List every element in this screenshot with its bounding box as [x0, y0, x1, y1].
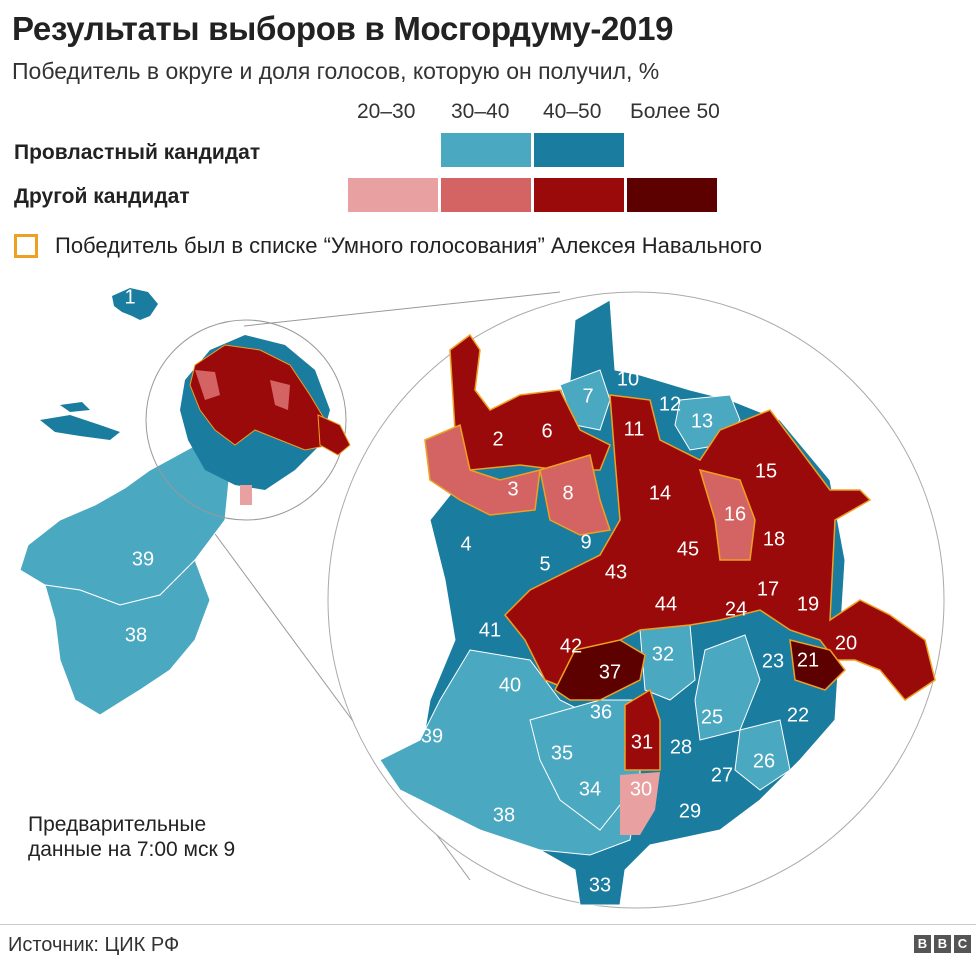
- legend-navalny-label: Победитель был в списке “Умного голосова…: [55, 233, 763, 258]
- zoom-connector-top: [243, 291, 561, 327]
- legend-range-3: 40–50: [543, 100, 602, 123]
- district-label-35: 35: [551, 742, 573, 764]
- zoom-district-16: [698, 468, 756, 561]
- district-label-31: 31: [631, 731, 653, 753]
- district-label-43: 43: [605, 561, 627, 583]
- district-label-14: 14: [649, 482, 671, 504]
- bbc-logo-letter-2: B: [934, 935, 951, 953]
- district-labels: 1 39 38 2 3 4 5 6 7 8 9 10 11 12 13 14 1…: [124, 286, 857, 896]
- district-label-22: 22: [787, 704, 809, 726]
- district-label-30: 30: [630, 778, 652, 800]
- district-label-28: 28: [670, 736, 692, 758]
- district-label-36: 36: [590, 701, 612, 723]
- preliminary-data-note: Предварительные данные на 7:00 мск 9: [28, 813, 236, 861]
- district-label-19: 19: [797, 593, 819, 615]
- district-label-44: 44: [655, 593, 677, 615]
- overview-label-1: 1: [124, 286, 135, 308]
- district-label-39: 39: [421, 725, 443, 747]
- legend-row-pro-label: Провластный кандидат: [14, 141, 261, 164]
- source-text: Источник: ЦИК РФ: [8, 934, 180, 956]
- overview-moscow-red: [189, 344, 331, 451]
- overview-moscow-east: [317, 414, 351, 456]
- district-label-13: 13: [691, 410, 713, 432]
- zoom-district-3: [424, 423, 541, 516]
- legend-row-other-label: Другой кандидат: [14, 185, 190, 208]
- overview-map: [19, 288, 351, 716]
- district-label-5: 5: [539, 553, 550, 575]
- district-label-8: 8: [562, 482, 573, 504]
- district-label-29: 29: [679, 800, 701, 822]
- district-label-23: 23: [762, 650, 784, 672]
- district-label-45: 45: [677, 538, 699, 560]
- bbc-logo-letter-3: C: [954, 935, 971, 953]
- overview-islands: [40, 402, 120, 440]
- district-label-15: 15: [755, 460, 777, 482]
- district-label-16: 16: [724, 503, 746, 525]
- district-label-11: 11: [624, 418, 645, 440]
- legend-swatch-pro-40-50: [534, 133, 624, 167]
- district-label-18: 18: [763, 528, 785, 550]
- district-label-20: 20: [835, 632, 857, 654]
- district-label-33: 33: [589, 874, 611, 896]
- zoom-district-21: [789, 639, 846, 691]
- legend-swatch-other-40-50: [534, 178, 624, 212]
- district-label-37: 37: [599, 661, 621, 683]
- bbc-logo: B B C: [914, 935, 971, 953]
- bbc-logo-letter-1: B: [914, 935, 931, 953]
- zoom-red-north: [449, 333, 611, 471]
- district-label-41: 41: [479, 619, 501, 641]
- zoom-map: [379, 299, 936, 906]
- district-label-38: 38: [493, 804, 515, 826]
- overview-zoom-circle: [145, 319, 347, 521]
- district-label-26: 26: [753, 750, 775, 772]
- district-label-9: 9: [580, 531, 591, 553]
- overview-district-30-small: [240, 485, 252, 505]
- zoom-district-30: [620, 772, 660, 835]
- district-label-3: 3: [507, 478, 518, 500]
- district-label-42: 42: [560, 635, 582, 657]
- overview-label-38: 38: [125, 624, 147, 646]
- overview-district-1: [112, 288, 158, 320]
- legend-navalny-outline: [14, 234, 38, 258]
- zoom-district-31: [624, 688, 661, 771]
- overview-label-39: 39: [132, 548, 154, 570]
- district-label-32: 32: [652, 643, 674, 665]
- district-label-34: 34: [579, 778, 601, 800]
- district-label-27: 27: [711, 764, 733, 786]
- legend-swatch-other-over-50: [627, 178, 717, 212]
- zoom-district-8: [539, 454, 611, 536]
- district-label-2: 2: [492, 428, 503, 450]
- district-label-7: 7: [582, 385, 593, 407]
- district-label-25: 25: [701, 706, 723, 728]
- zoom-district-26: [734, 719, 791, 791]
- district-label-17: 17: [757, 578, 779, 600]
- legend-swatch-other-20-30: [348, 178, 438, 212]
- footer-divider: [0, 924, 976, 925]
- legend-range-4: Более 50: [630, 100, 720, 123]
- overview-moscow-pink: [195, 370, 290, 410]
- legend-range-1: 20–30: [357, 100, 416, 123]
- overview-district-38: [44, 559, 211, 716]
- district-label-10: 10: [617, 368, 639, 390]
- district-label-40: 40: [499, 674, 521, 696]
- legend-swatch-pro-30-40: [441, 133, 531, 167]
- district-label-6: 6: [541, 420, 552, 442]
- page-subtitle: Победитель в округе и доля голосов, кото…: [12, 58, 660, 84]
- district-label-21: 21: [797, 649, 819, 671]
- page-title: Результаты выборов в Мосгордуму-2019: [12, 10, 674, 47]
- zoom-district-37: [554, 639, 646, 701]
- legend-swatch-other-30-40: [441, 178, 531, 212]
- district-label-24: 24: [725, 598, 747, 620]
- district-label-12: 12: [659, 393, 681, 415]
- legend-range-2: 30–40: [451, 100, 510, 123]
- district-label-4: 4: [460, 533, 471, 555]
